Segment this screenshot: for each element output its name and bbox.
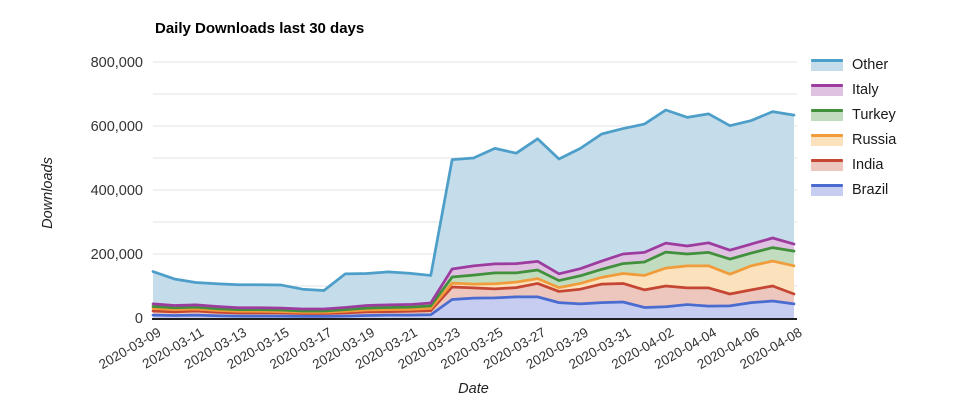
legend-item-india[interactable]: India [811,158,896,172]
legend-label: Italy [852,82,879,98]
legend-swatch-icon [811,133,843,147]
legend-item-turkey[interactable]: Turkey [811,108,896,122]
series-line-italy [151,236,796,311]
series-lines [151,108,796,318]
legend-line-sample [811,83,843,88]
legend-fill-sample [811,187,843,197]
legend-fill-sample [811,62,843,72]
x-axis-title: Date [458,381,489,397]
legend-swatch-icon [811,83,843,97]
legend-label: India [852,157,884,173]
legend-swatch-icon [811,158,843,172]
series-area-other [153,110,794,310]
legend-swatch-icon [811,108,843,122]
legend-fill-sample [811,87,843,97]
legend-line-sample [811,133,843,138]
legend-swatch-icon [811,183,843,197]
legend-item-brazil[interactable]: Brazil [811,183,896,197]
legend-label: Russia [852,132,897,148]
legend-label: Other [852,57,889,73]
legend-label: Brazil [852,182,889,198]
legend-label: Turkey [852,107,896,123]
legend-fill-sample [811,162,843,172]
y-axis-labels: 0 200,000 400,000 600,000 800,000 [91,55,143,327]
series-line-brazil [151,295,796,318]
legend-item-other[interactable]: Other [811,58,896,72]
chart-legend: Other Italy Turkey Russia India Brazil [811,58,896,197]
series-area-india [153,283,794,317]
y-tick-label: 0 [135,311,143,327]
legend-line-sample [811,183,843,188]
legend-fill-sample [811,137,843,147]
legend-item-italy[interactable]: Italy [811,83,896,97]
series-line-russia [151,259,796,314]
series-area-brazil [153,296,794,318]
y-axis-title: Downloads [40,157,56,229]
legend-line-sample [811,158,843,163]
series-line-india [151,282,796,315]
series-line-turkey [151,246,796,313]
series-line-other [151,108,796,292]
y-tick-label: 200,000 [91,247,143,263]
legend-line-sample [811,58,843,63]
legend-line-sample [811,108,843,113]
y-tick-label: 400,000 [91,183,143,199]
chart-title: Daily Downloads last 30 days [155,20,365,37]
y-tick-label: 800,000 [91,55,143,71]
x-axis-labels: 2020-03-092020-03-112020-03-132020-03-15… [96,324,804,372]
y-tick-label: 600,000 [91,119,143,135]
legend-fill-sample [811,112,843,122]
legend-swatch-icon [811,58,843,72]
legend-item-russia[interactable]: Russia [811,133,896,147]
